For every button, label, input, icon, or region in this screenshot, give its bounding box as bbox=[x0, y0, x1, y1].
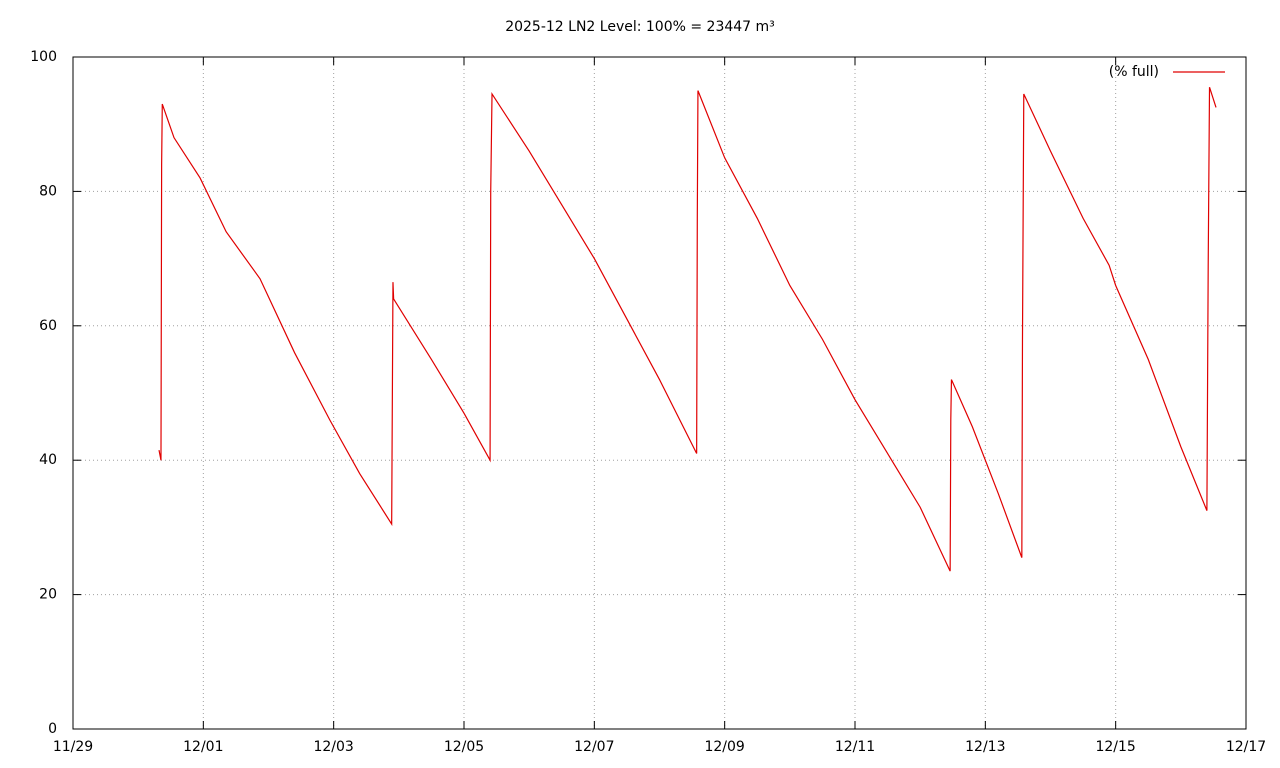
y-tick-label: 0 bbox=[48, 721, 57, 737]
x-tick-label: 12/17 bbox=[1226, 739, 1266, 755]
x-tick-label: 12/11 bbox=[835, 739, 875, 755]
data-line bbox=[158, 87, 1217, 572]
x-tick-label: 12/05 bbox=[444, 739, 484, 755]
x-tick-label: 12/13 bbox=[965, 739, 1005, 755]
chart-title: 2025-12 LN2 Level: 100% = 23447 m³ bbox=[505, 19, 775, 35]
y-tick-label: 80 bbox=[39, 183, 57, 199]
x-tick-label: 12/15 bbox=[1095, 739, 1135, 755]
y-tick-label: 60 bbox=[39, 318, 57, 334]
x-tick-label: 12/09 bbox=[704, 739, 744, 755]
x-tick-label: 12/01 bbox=[183, 739, 223, 755]
x-tick-label: 12/07 bbox=[574, 739, 614, 755]
y-tick-label: 40 bbox=[39, 452, 57, 468]
y-tick-label: 100 bbox=[30, 49, 57, 65]
legend-label: (% full) bbox=[1109, 64, 1159, 80]
plot-border bbox=[72, 56, 1247, 730]
x-tick-label: 11/29 bbox=[53, 739, 93, 755]
x-tick-label: 12/03 bbox=[313, 739, 353, 755]
y-tick-label: 20 bbox=[39, 587, 57, 603]
